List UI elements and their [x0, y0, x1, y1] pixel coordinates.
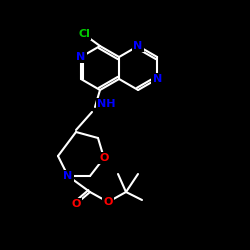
Text: N: N: [76, 52, 86, 62]
Text: O: O: [99, 153, 109, 163]
Text: N: N: [152, 74, 162, 84]
Text: N: N: [134, 41, 143, 51]
Text: NH: NH: [97, 99, 115, 109]
Text: O: O: [103, 197, 113, 207]
Text: N: N: [64, 171, 72, 181]
Text: Cl: Cl: [78, 29, 90, 39]
Text: O: O: [71, 199, 81, 209]
